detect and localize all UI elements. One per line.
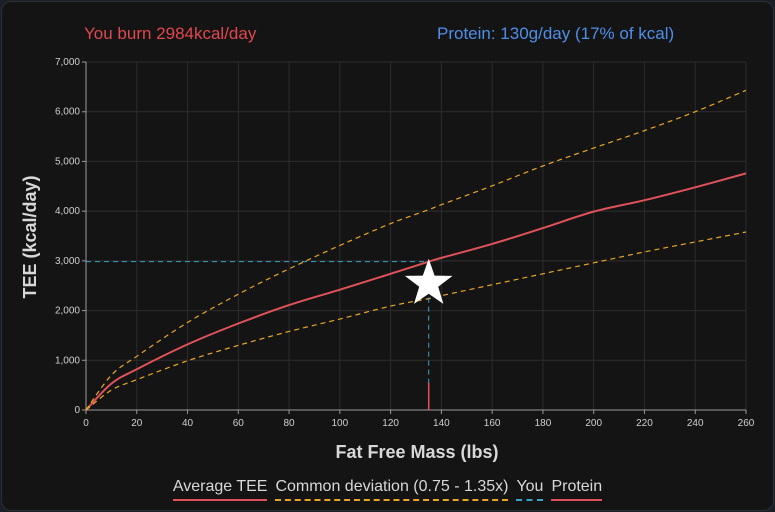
you-star-icon <box>404 258 453 304</box>
deviation-line <box>85 89 747 411</box>
x-tick-label: 100 <box>332 418 349 429</box>
legend-item[interactable]: Protein <box>551 478 603 501</box>
x-tick-label: 200 <box>585 418 602 429</box>
x-tick-label: 40 <box>182 418 194 429</box>
y-tick-label: 0 <box>74 405 80 416</box>
x-tick-label: 160 <box>484 418 501 429</box>
legend-item[interactable]: You <box>516 478 544 501</box>
tee-readout: You burn 2984kcal/day <box>84 24 257 43</box>
x-tick-label: 0 <box>83 418 89 429</box>
x-tick-label: 80 <box>284 418 296 429</box>
x-tick-label: 240 <box>687 418 704 429</box>
x-tick-label: 140 <box>433 418 450 429</box>
x-axis-title: Fat Free Mass (lbs) <box>335 442 498 462</box>
grid <box>82 61 747 414</box>
legend-item[interactable]: Common deviation (0.75 - 1.35x) <box>275 478 509 501</box>
average-tee-line <box>85 172 747 411</box>
series <box>85 89 747 411</box>
tick-labels: 0 20 40 60 80 100 120 140 160 180 200 220 240 260 0 1,0… <box>55 57 755 429</box>
tee-chart: 0 20 40 60 80 100 120 140 160 180 200 220 240 260 0 1,0… <box>20 57 755 462</box>
y-tick-label: 7,000 <box>55 57 80 68</box>
protein-readout: Protein: 130g/day (17% of kcal) <box>437 24 675 43</box>
x-tick-label: 180 <box>535 418 552 429</box>
y-tick-label: 2,000 <box>55 306 80 317</box>
markers <box>86 258 453 410</box>
y-axis-title: TEE (kcal/day) <box>20 175 40 298</box>
x-tick-label: 20 <box>131 418 143 429</box>
y-tick-label: 1,000 <box>55 355 80 366</box>
deviation-line <box>85 231 747 411</box>
x-tick-label: 220 <box>636 418 653 429</box>
y-tick-label: 5,000 <box>55 156 80 167</box>
x-tick-label: 120 <box>382 418 399 429</box>
y-tick-label: 4,000 <box>55 206 80 217</box>
legend-item[interactable]: Average TEE <box>172 478 268 501</box>
y-tick-label: 3,000 <box>55 256 80 267</box>
legend: Average TEE Common deviation (0.75 - 1.35… <box>2 478 773 501</box>
x-tick-label: 60 <box>233 418 245 429</box>
y-tick-label: 6,000 <box>55 107 80 118</box>
x-tick-label: 260 <box>738 418 755 429</box>
